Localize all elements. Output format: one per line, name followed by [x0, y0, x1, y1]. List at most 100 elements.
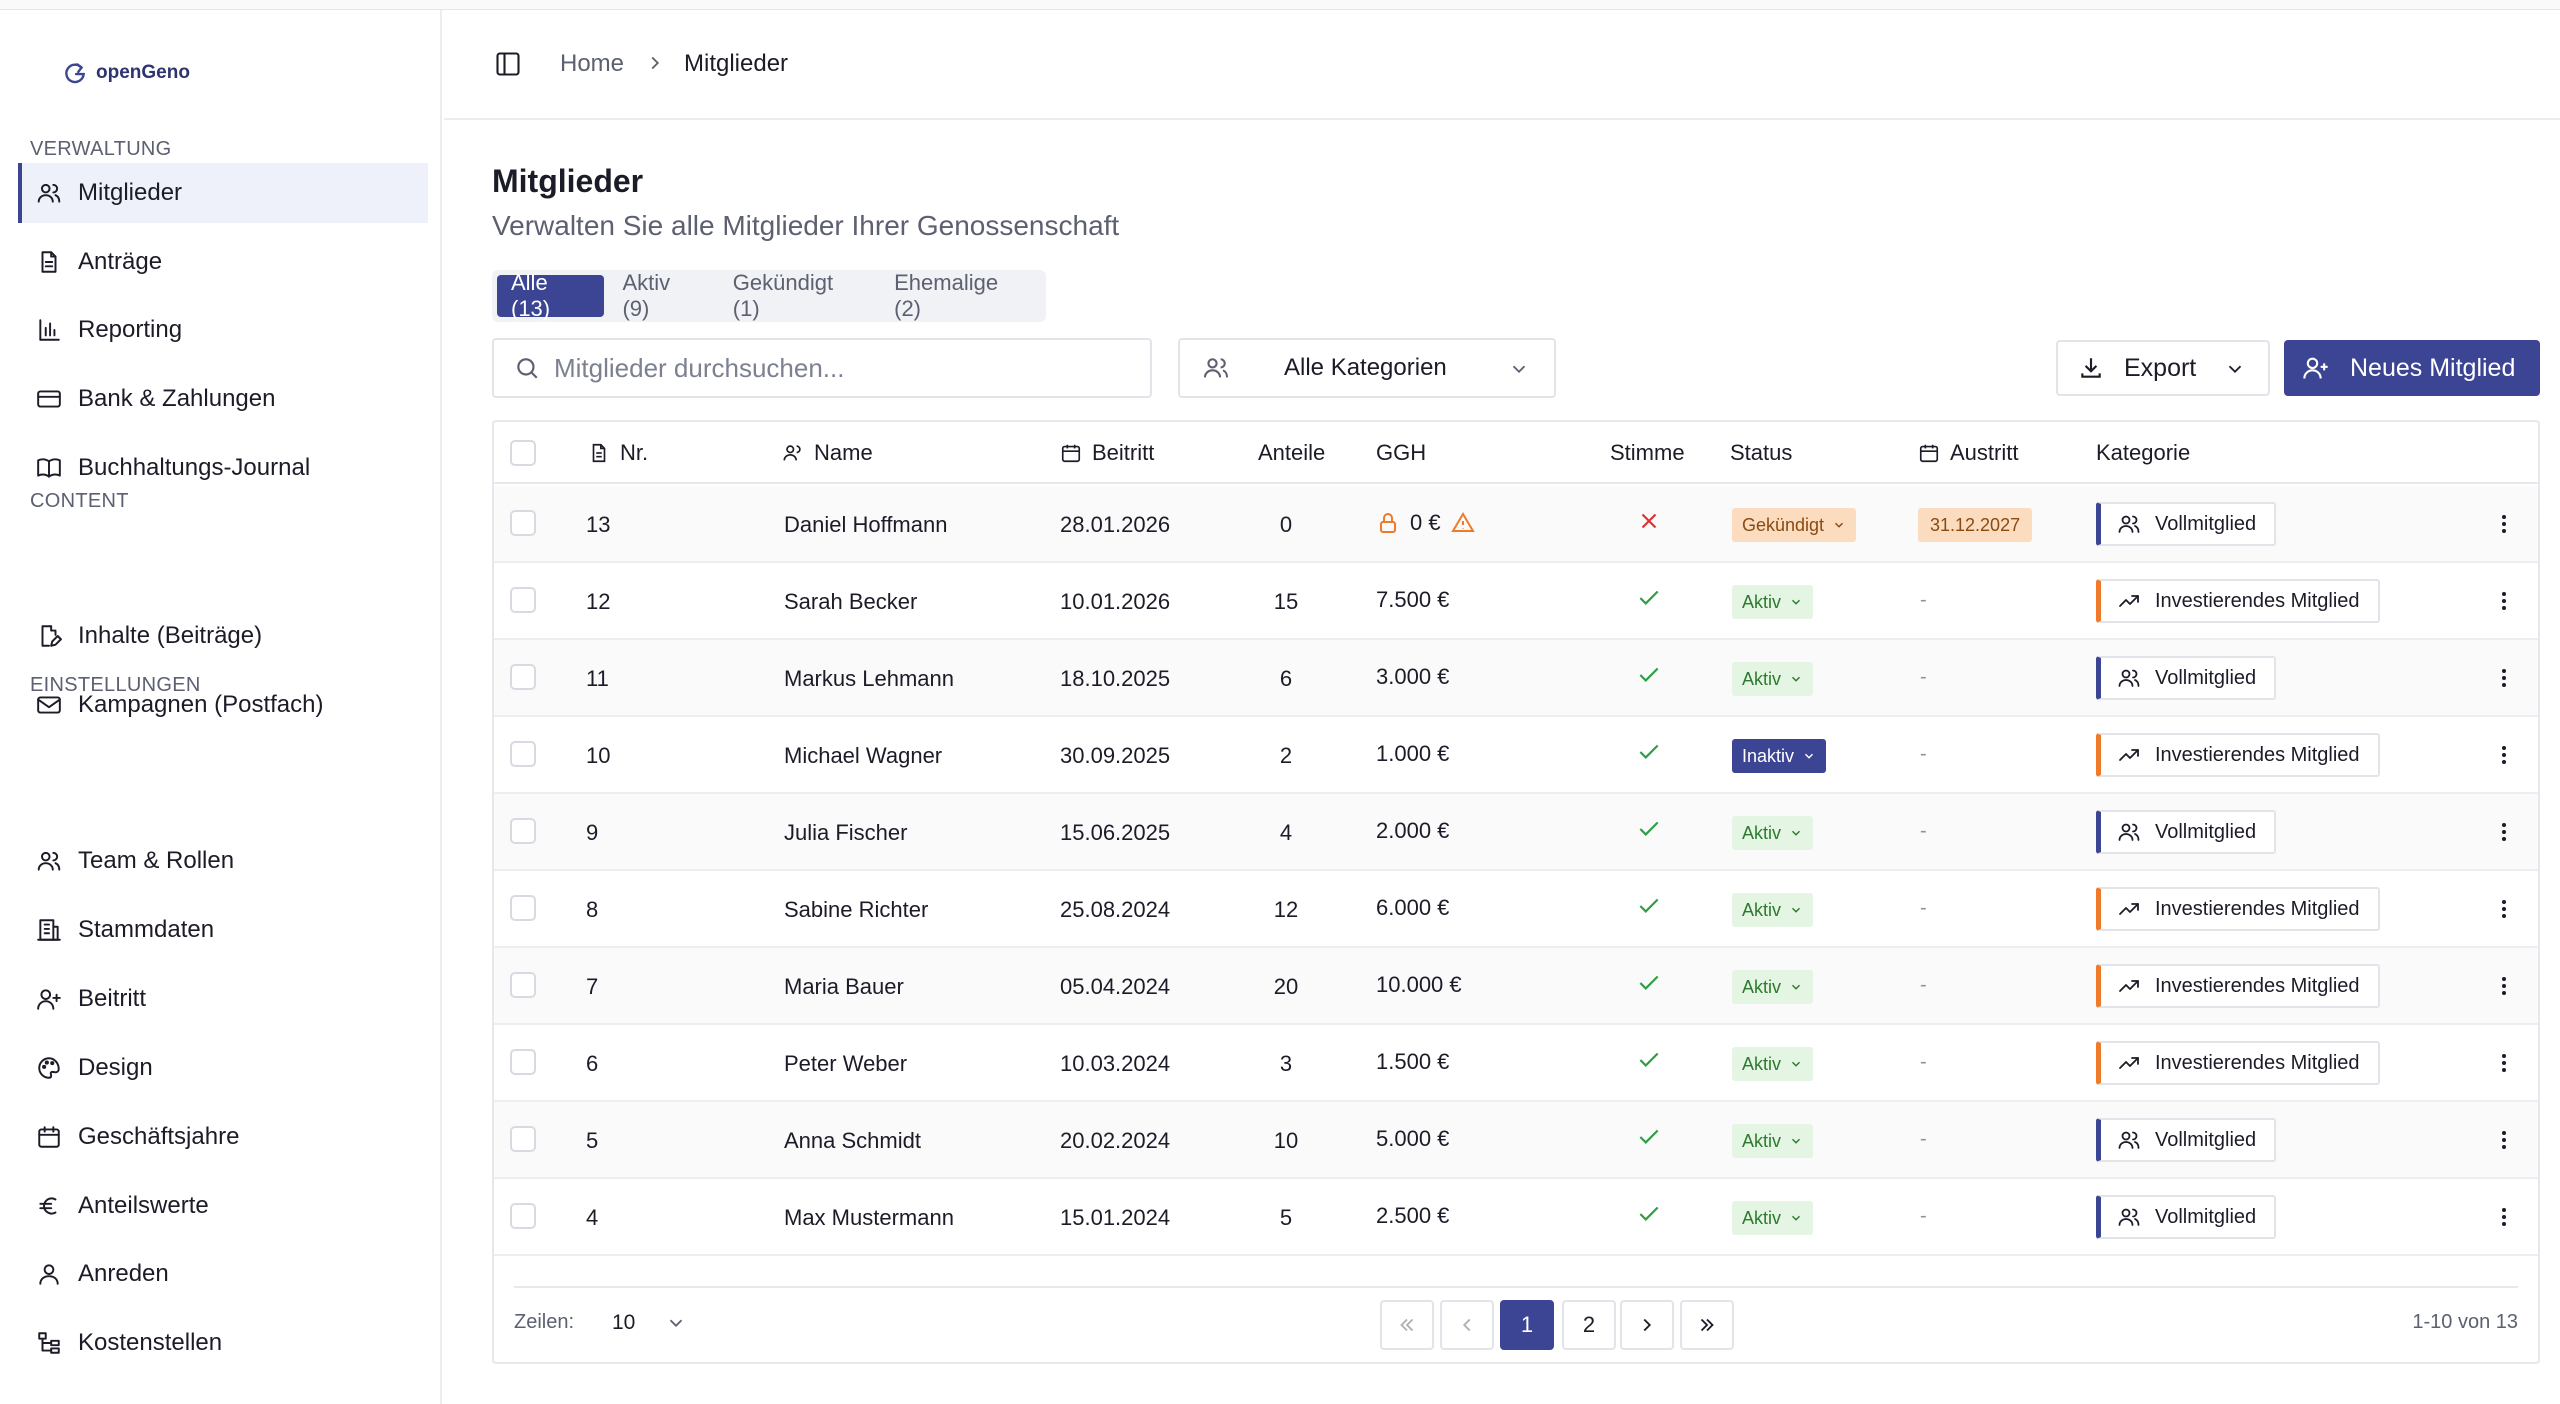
member-name[interactable]: Sabine Richter — [784, 897, 929, 922]
sidebar-toggle-icon[interactable] — [494, 50, 522, 78]
member-name[interactable]: Daniel Hoffmann — [784, 512, 948, 537]
category-badge[interactable]: Vollmitglied — [2096, 502, 2277, 546]
sidebar-item-buchhaltungs-journal[interactable]: Buchhaltungs-Journal — [18, 438, 428, 498]
table-row[interactable]: 6 Peter Weber 10.03.2024 3 1.500 € Aktiv - Inve… — [494, 1025, 2538, 1102]
member-name[interactable]: Markus Lehmann — [784, 666, 954, 691]
sidebar-item-anreden[interactable]: Anreden — [18, 1244, 428, 1304]
member-name[interactable]: Anna Schmidt — [784, 1128, 921, 1153]
sidebar-item-inhalte-beiträge[interactable]: Inhalte (Beiträge) — [18, 606, 428, 666]
status-badge[interactable]: Aktiv — [1732, 585, 1814, 619]
table-row[interactable]: 12 Sarah Becker 10.01.2026 15 7.500 € Aktiv - I… — [494, 563, 2538, 640]
category-badge[interactable]: Investierendes Mitglied — [2096, 887, 2380, 931]
more-vertical-icon[interactable] — [2492, 897, 2516, 921]
more-vertical-icon[interactable] — [2492, 1205, 2516, 1229]
sidebar-item-anträge[interactable]: Anträge — [18, 232, 428, 292]
member-name[interactable]: Michael Wagner — [784, 743, 943, 768]
more-vertical-icon[interactable] — [2492, 589, 2516, 613]
column-header-ggh[interactable]: GGH — [1376, 440, 1426, 466]
tab-aktiv[interactable]: Aktiv (9) — [622, 270, 671, 321]
previous-page-button[interactable] — [1440, 1300, 1494, 1350]
column-header-anteile[interactable]: Anteile — [1258, 440, 1325, 466]
column-header-beitritt[interactable]: Beitritt — [1060, 440, 1154, 466]
more-vertical-icon[interactable] — [2492, 1051, 2516, 1075]
category-badge[interactable]: Vollmitglied — [2096, 656, 2277, 700]
status-badge[interactable]: Aktiv — [1732, 1124, 1814, 1158]
more-vertical-icon[interactable] — [2492, 512, 2516, 536]
member-name[interactable]: Sarah Becker — [784, 589, 918, 614]
search-field[interactable] — [492, 338, 1152, 398]
status-badge[interactable]: Inaktiv — [1732, 739, 1827, 773]
row-checkbox[interactable] — [510, 818, 536, 844]
member-name[interactable]: Max Mustermann — [784, 1205, 954, 1230]
table-row[interactable]: 11 Markus Lehmann 18.10.2025 6 3.000 € Aktiv -… — [494, 640, 2538, 717]
column-header-austritt[interactable]: Austritt — [1918, 440, 2018, 466]
row-checkbox[interactable] — [510, 895, 536, 921]
sidebar-item-team-rollen[interactable]: Team & Rollen — [18, 831, 428, 891]
table-row[interactable]: 10 Michael Wagner 30.09.2025 2 1.000 € Inakti… — [494, 717, 2538, 794]
sidebar-item-bank-zahlungen[interactable]: Bank & Zahlungen — [18, 369, 428, 429]
first-page-button[interactable] — [1380, 1300, 1434, 1350]
row-checkbox[interactable] — [510, 664, 536, 690]
sidebar-item-anteilswerte[interactable]: Anteilswerte — [18, 1176, 428, 1236]
tab-ehemalige[interactable]: Ehemalige (2) — [894, 270, 999, 321]
row-checkbox[interactable] — [510, 1049, 536, 1075]
export-button[interactable]: Export — [2056, 340, 2270, 396]
category-badge[interactable]: Investierendes Mitglied — [2096, 1041, 2380, 1085]
new-member-button[interactable]: Neues Mitglied — [2284, 340, 2540, 396]
member-name[interactable]: Peter Weber — [784, 1051, 908, 1076]
table-row[interactable]: 5 Anna Schmidt 20.02.2024 10 5.000 € Aktiv - Vo… — [494, 1102, 2538, 1179]
sidebar-item-geschäftsjahre[interactable]: Geschäftsjahre — [18, 1107, 428, 1167]
member-name[interactable]: Maria Bauer — [784, 974, 904, 999]
category-badge[interactable]: Investierendes Mitglied — [2096, 964, 2380, 1008]
page-button[interactable]: 2 — [1562, 1300, 1616, 1350]
tab-alle[interactable]: Alle (13) — [497, 270, 605, 321]
category-badge[interactable]: Vollmitglied — [2096, 1118, 2277, 1162]
breadcrumb-home[interactable]: Home — [560, 50, 625, 77]
last-page-button[interactable] — [1680, 1300, 1734, 1350]
table-row[interactable]: 4 Max Mustermann 15.01.2024 5 2.500 € Aktiv - V… — [494, 1179, 2538, 1256]
row-checkbox[interactable] — [510, 587, 536, 613]
column-header-kategorie[interactable]: Kategorie — [2096, 440, 2190, 466]
page-button[interactable]: 1 — [1500, 1300, 1554, 1350]
category-badge[interactable]: Investierendes Mitglied — [2096, 733, 2380, 777]
app-logo[interactable]: openGeno — [62, 60, 190, 86]
column-header-status[interactable]: Status — [1730, 440, 1792, 466]
tab-gekündigt[interactable]: Gekündigt (1) — [732, 270, 834, 321]
status-badge[interactable]: Aktiv — [1732, 662, 1814, 696]
category-badge[interactable]: Vollmitglied — [2096, 810, 2277, 854]
status-badge[interactable]: Aktiv — [1732, 1201, 1814, 1235]
status-badge[interactable]: Aktiv — [1732, 1047, 1814, 1081]
column-header-nr[interactable]: Nr. — [588, 440, 648, 466]
sidebar-item-beitritt[interactable]: Beitritt — [18, 969, 428, 1029]
sidebar-item-reporting[interactable]: Reporting — [18, 300, 428, 360]
table-row[interactable]: 8 Sabine Richter 25.08.2024 12 6.000 € Aktiv -… — [494, 871, 2538, 948]
table-row[interactable]: 9 Julia Fischer 15.06.2025 4 2.000 € Aktiv - Vo… — [494, 794, 2538, 871]
status-badge[interactable]: Aktiv — [1732, 893, 1814, 927]
status-badge[interactable]: Gekündigt — [1732, 508, 1857, 542]
row-checkbox[interactable] — [510, 741, 536, 767]
column-header-stimme[interactable]: Stimme — [1610, 440, 1685, 466]
column-header-name[interactable]: Name — [782, 440, 873, 466]
more-vertical-icon[interactable] — [2492, 974, 2516, 998]
category-badge[interactable]: Vollmitglied — [2096, 1195, 2277, 1239]
category-select[interactable]: Alle Kategorien — [1178, 338, 1556, 398]
sidebar-item-kostenstellen[interactable]: Kostenstellen — [18, 1313, 428, 1373]
status-badge[interactable]: Aktiv — [1732, 970, 1814, 1004]
row-checkbox[interactable] — [510, 1203, 536, 1229]
table-row[interactable]: 13 Daniel Hoffmann 28.01.2026 0 0 € Gekündigt… — [494, 486, 2538, 563]
sidebar-item-design[interactable]: Design — [18, 1038, 428, 1098]
row-checkbox[interactable] — [510, 972, 536, 998]
table-row[interactable]: 7 Maria Bauer 05.04.2024 20 10.000 € Aktiv - In… — [494, 948, 2538, 1025]
select-all-checkbox[interactable] — [510, 440, 536, 466]
status-badge[interactable]: Aktiv — [1732, 816, 1814, 850]
more-vertical-icon[interactable] — [2492, 666, 2516, 690]
category-badge[interactable]: Investierendes Mitglied — [2096, 579, 2380, 623]
row-checkbox[interactable] — [510, 510, 536, 536]
more-vertical-icon[interactable] — [2492, 743, 2516, 767]
more-vertical-icon[interactable] — [2492, 1128, 2516, 1152]
row-checkbox[interactable] — [510, 1126, 536, 1152]
more-vertical-icon[interactable] — [2492, 820, 2516, 844]
sidebar-item-kampagnen-postfach[interactable]: Kampagnen (Postfach) — [18, 675, 428, 735]
member-name[interactable]: Julia Fischer — [784, 820, 908, 845]
next-page-button[interactable] — [1620, 1300, 1674, 1350]
